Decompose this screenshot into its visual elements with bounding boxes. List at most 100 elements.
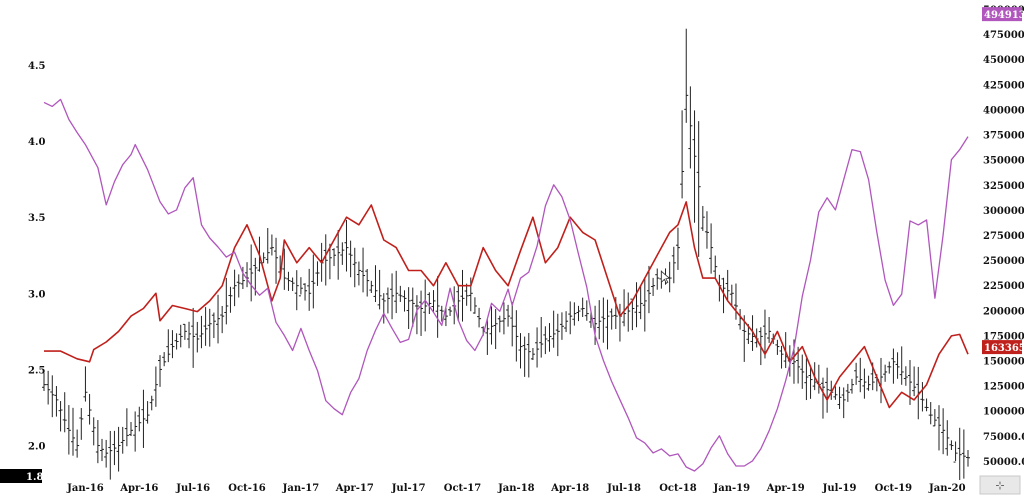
ohlc-bar xyxy=(642,277,647,332)
date-tick-label: Oct-18 xyxy=(659,483,697,494)
ohlc-bar xyxy=(555,313,560,357)
date-tick-label: Jan-19 xyxy=(713,483,751,494)
ohlc-bar xyxy=(410,287,415,327)
ohlc-bar xyxy=(700,205,705,231)
ohlc-bar xyxy=(443,307,448,327)
ohlc-bar xyxy=(195,321,200,353)
left-axis: 2.0 2.5 3.0 3.5 4.0 4.5 xyxy=(28,61,45,453)
ohlc-bars xyxy=(42,28,970,480)
ohlc-bar xyxy=(191,307,196,368)
flag-label: 1.8 xyxy=(26,472,43,483)
ohlc-bar xyxy=(274,237,279,284)
ohlc-bar xyxy=(448,306,453,316)
ohlc-bar xyxy=(62,392,67,433)
ohlc-bar xyxy=(108,430,113,480)
ohlc-bar xyxy=(887,361,892,374)
ohlc-bar xyxy=(572,302,577,326)
ohlc-bar xyxy=(141,389,146,448)
ohlc-bar xyxy=(518,333,523,369)
flag-background xyxy=(0,469,42,483)
ohlc-bar xyxy=(506,304,511,327)
ohlc-bar xyxy=(704,211,709,249)
ohlc-bar xyxy=(336,230,341,280)
ohlc-bar xyxy=(601,297,606,343)
ohlc-bar xyxy=(729,284,734,306)
ohlc-bar xyxy=(377,269,382,310)
ohlc-bar xyxy=(912,366,917,397)
ohlc-bar xyxy=(709,223,714,274)
ohlc-bar xyxy=(294,270,299,311)
ohlc-bar xyxy=(311,254,316,309)
ohlc-bar xyxy=(178,324,183,348)
ohlc-bar xyxy=(779,345,784,369)
ohlc-bar xyxy=(808,365,813,399)
ohlc-bar xyxy=(340,242,345,265)
date-tick-label: Jan-17 xyxy=(282,483,320,494)
ohlc-bar xyxy=(953,441,958,463)
right-tick-label: 450000.0 xyxy=(983,55,1024,66)
ohlc-bar xyxy=(456,285,461,321)
ohlc-bar xyxy=(775,339,780,355)
ohlc-bar xyxy=(684,28,689,123)
ohlc-bar xyxy=(651,277,656,296)
ohlc-bar xyxy=(356,261,361,286)
ohlc-bar xyxy=(83,366,88,402)
ohlc-bar xyxy=(124,408,129,447)
ohlc-bar xyxy=(95,420,100,464)
cursor-arrow xyxy=(660,270,671,284)
ohlc-bar xyxy=(286,271,291,291)
ohlc-bar xyxy=(721,277,726,314)
ohlc-bar xyxy=(249,244,254,302)
left-tick-label: 3.0 xyxy=(28,289,45,300)
ohlc-bar xyxy=(269,234,274,256)
ohlc-bar xyxy=(493,309,498,350)
ohlc-bar xyxy=(680,110,685,199)
ohlc-bar xyxy=(91,417,96,446)
ohlc-bar xyxy=(265,227,270,264)
ohlc-bar xyxy=(497,315,502,333)
ohlc-bar xyxy=(464,283,469,306)
right-tick-label: 150000.0 xyxy=(983,357,1024,368)
ohlc-bar xyxy=(50,375,55,418)
left-tick-label: 4.0 xyxy=(28,137,45,148)
right-tick-label: 475000.0 xyxy=(983,30,1024,41)
ohlc-bar xyxy=(646,265,651,314)
ohlc-bar xyxy=(530,348,535,361)
date-tick-label: Jan-16 xyxy=(66,483,104,494)
ohlc-bar xyxy=(307,268,312,311)
ohlc-bar xyxy=(514,310,519,362)
right-tick-label: 275000.0 xyxy=(983,231,1024,242)
ohlc-bar xyxy=(369,280,374,293)
ohlc-bar xyxy=(112,430,117,466)
ohlc-bar xyxy=(576,305,581,322)
ohlc-bar xyxy=(224,277,229,325)
ohlc-bar xyxy=(129,421,134,437)
right-tick-label: 125000.0 xyxy=(983,382,1024,393)
ohlc-bar xyxy=(800,354,805,389)
ohlc-bar xyxy=(187,321,192,349)
ohlc-bar xyxy=(522,336,527,377)
red-last-value-flag: 163365.0 xyxy=(982,340,1024,355)
ohlc-bar xyxy=(584,300,589,321)
date-tick-label: Jul-16 xyxy=(175,483,210,494)
axis-corner-button[interactable]: ⊹ xyxy=(979,475,1021,495)
ohlc-bar xyxy=(427,292,432,314)
ohlc-bar xyxy=(232,269,237,307)
ohlc-bar xyxy=(634,282,639,328)
ohlc-bar xyxy=(936,405,941,451)
ohlc-bar xyxy=(348,240,353,278)
right-tick-label: 300000.0 xyxy=(983,206,1024,217)
ohlc-bar xyxy=(472,297,477,314)
ohlc-bar xyxy=(597,300,602,340)
ohlc-bar xyxy=(477,307,482,328)
ohlc-bar xyxy=(547,323,552,352)
ohlc-bar xyxy=(928,402,933,425)
ohlc-bar xyxy=(854,362,859,385)
ohlc-bar xyxy=(236,274,241,298)
ohlc-bar xyxy=(825,367,830,413)
ohlc-bar xyxy=(79,408,84,440)
ohlc-bar xyxy=(630,298,635,331)
ohlc-bar xyxy=(609,308,614,330)
